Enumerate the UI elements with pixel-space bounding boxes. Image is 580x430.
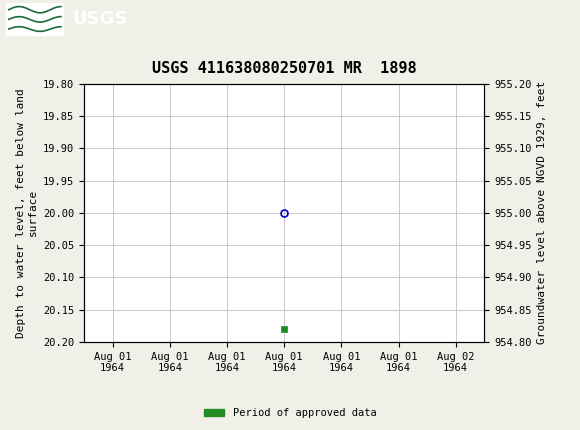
Title: USGS 411638080250701 MR  1898: USGS 411638080250701 MR 1898 bbox=[152, 61, 416, 76]
Text: USGS: USGS bbox=[72, 10, 128, 28]
Legend: Period of approved data: Period of approved data bbox=[200, 404, 380, 423]
FancyBboxPatch shape bbox=[6, 3, 64, 36]
Y-axis label: Groundwater level above NGVD 1929, feet: Groundwater level above NGVD 1929, feet bbox=[537, 81, 547, 344]
Y-axis label: Depth to water level, feet below land
surface: Depth to water level, feet below land su… bbox=[16, 88, 38, 338]
